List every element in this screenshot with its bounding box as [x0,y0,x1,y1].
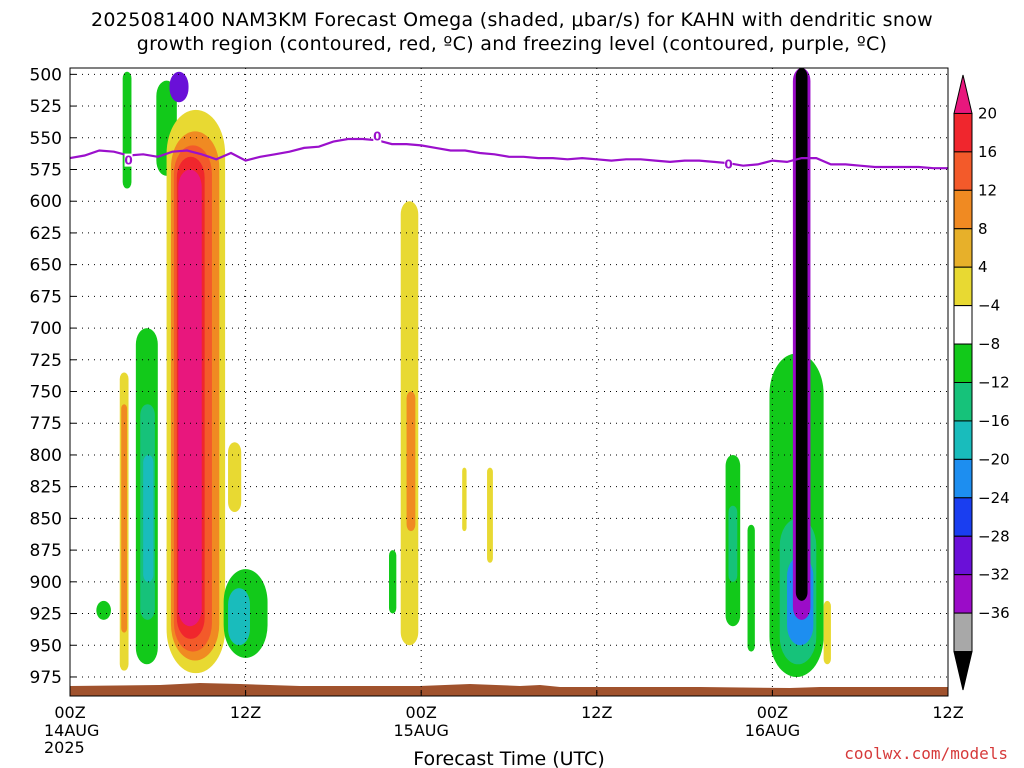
x-tick-label: 12Z [932,703,963,722]
omega-region [389,550,397,614]
colorbar-label: 20 [978,104,997,122]
plot-frame [69,67,949,697]
colorbar: 20 16 12 8 4 −4 −8 −12 −16 −20 −24 −28 −32 −36 [953,74,1010,691]
ground-terrain-layer [70,683,948,696]
colorbar-box [953,305,973,345]
colorbar-box [953,228,973,268]
x-tick-label: 12Z [581,703,612,722]
chart-title-line-2: growth region (contoured, red, ºC) and f… [136,33,888,55]
colorbar-box [953,382,973,422]
x-tick-label: 12Z [230,703,261,722]
colorbar-box [953,151,973,191]
colorbar-box [953,535,973,576]
y-tick-label: 950 [30,636,62,656]
colorbar-box [953,343,973,383]
colorbar-cap-bottom [953,651,973,691]
colorbar-label: 4 [978,258,988,276]
x-tick-label: 00Z [757,703,788,722]
colorbar-label: 12 [978,181,997,199]
y-tick-label: 725 [30,351,62,371]
freezing-label-bg [373,129,382,143]
omega-region [178,169,202,627]
y-tick-label: 800 [30,446,62,466]
freezing-level-label: 0 [373,130,381,144]
colorbar-label: −28 [978,527,1010,545]
freezing-label-bg [724,157,733,171]
omega-region [462,467,467,532]
omega-region [169,71,189,103]
omega-region [96,600,111,620]
terrain-fill [70,683,948,696]
colorbar-box [953,458,973,499]
freezing-level-layer: 0 0 0 [69,129,948,171]
y-tick-label: 975 [30,668,62,688]
colorbar-label: −20 [978,450,1010,468]
omega-region [406,391,416,532]
omega-region [795,68,808,601]
colorbar-label: −32 [978,566,1010,584]
x-axis-title: Forecast Time (UTC) [413,748,604,768]
omega-region [823,600,831,665]
colorbar-box [953,112,973,153]
colorbar-box [953,266,973,307]
omega-region [487,467,493,563]
colorbar-label: −12 [978,374,1010,392]
freezing-label-bg [124,153,133,167]
omega-region [747,524,755,652]
colorbar-label: −8 [978,335,1000,353]
omega-region [728,505,738,582]
colorbar-cap-top [953,74,973,114]
x-tick-label: 00Z [54,703,85,722]
colorbar-label: −4 [978,297,1000,315]
colorbar-label: 16 [978,143,997,161]
colorbar-label: −16 [978,412,1010,430]
x-tick-sublabel: 2025 [44,738,85,757]
chart-title-line-1: 2025081400 NAM3KM Forecast Omega (shaded… [91,9,933,31]
x-tick-label: 00Z [406,703,437,722]
y-tick-label: 550 [30,129,62,149]
freezing-level-label: 0 [724,157,732,171]
y-tick-label: 625 [30,224,62,244]
y-tick-label: 600 [30,192,62,212]
y-tick-label: 700 [30,319,62,339]
y-tick-label: 825 [30,478,62,498]
x-tick-sublabel: 14AUG [44,721,99,740]
y-tick-label: 925 [30,605,62,625]
colorbar-box [953,189,973,230]
y-tick-label: 500 [30,65,62,85]
colorbar-box [953,574,973,614]
pressure-axis: 500 525 550 575 600 625 650 675 700 725 750 775 800 8… [30,65,76,688]
freezing-level-label: 0 [124,154,132,168]
y-tick-label: 850 [30,509,62,529]
colorbar-label: −24 [978,489,1010,507]
x-tick-sublabel: 16AUG [745,721,800,740]
omega-shading-layer [96,68,831,677]
y-tick-label: 775 [30,414,62,434]
colorbar-box [953,420,973,460]
y-tick-label: 875 [30,541,62,561]
freezing-level-line [69,137,948,170]
y-tick-label: 575 [30,160,62,180]
omega-region [228,588,250,646]
x-tick-sublabel: 15AUG [393,721,448,740]
y-tick-label: 525 [30,97,62,117]
colorbar-box [953,497,973,537]
colorbar-label: −36 [978,604,1010,622]
watermark: coolwx.com/models [844,744,1008,763]
grid-layer [70,68,948,696]
y-tick-label: 650 [30,256,62,276]
colorbar-label: 8 [978,220,988,238]
omega-region [228,442,242,513]
y-tick-label: 675 [30,287,62,307]
y-tick-label: 900 [30,573,62,593]
colorbar-box [953,612,973,653]
y-tick-label: 750 [30,383,62,403]
omega-region [122,71,132,189]
